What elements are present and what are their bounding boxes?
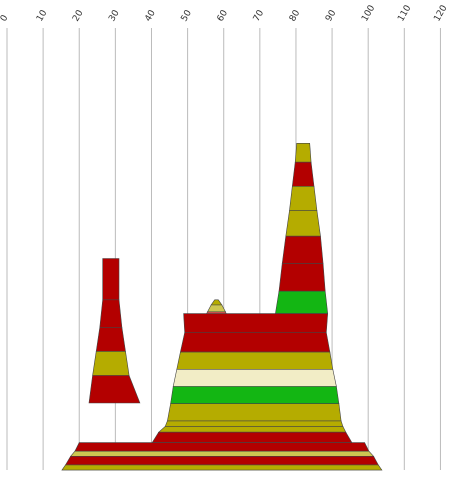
band-spike_left-red bbox=[99, 299, 123, 328]
band-mid-olive bbox=[157, 426, 347, 433]
x-tick-label: 10 bbox=[35, 8, 50, 23]
band-peak_tall-olive bbox=[289, 186, 318, 211]
x-tick-label: 100 bbox=[360, 3, 377, 23]
x-tick-label: 40 bbox=[143, 8, 158, 23]
x-tick-label: 30 bbox=[107, 8, 122, 23]
x-tick-labels: 0 10 20 30 40 50 60 70 80 90 100 110 120 bbox=[0, 3, 450, 23]
band-base-red bbox=[64, 455, 379, 466]
band-base-khaki bbox=[69, 450, 375, 457]
x-tick-label: 70 bbox=[252, 8, 267, 23]
x-tick-label: 110 bbox=[396, 3, 413, 23]
band-mid-red bbox=[183, 313, 329, 333]
band-peak_tall-olive bbox=[285, 210, 321, 237]
band-mid-olive bbox=[167, 403, 342, 422]
band-spike_left-red bbox=[95, 326, 126, 352]
band-peak_tall-olive bbox=[294, 143, 312, 163]
band-spike_left-olive bbox=[92, 351, 130, 376]
band-mid-red bbox=[180, 332, 331, 353]
band-mid-olive bbox=[176, 351, 334, 370]
band-mid-cream bbox=[172, 368, 337, 387]
band-base-red bbox=[74, 442, 370, 452]
band-spike_left-red bbox=[88, 375, 141, 404]
band-peak_tall-red bbox=[278, 263, 326, 292]
band-peak_tall-green bbox=[275, 290, 329, 314]
x-tick-label: 90 bbox=[324, 8, 339, 23]
band-spike_left-red bbox=[102, 258, 120, 301]
x-tick-label: 0 bbox=[0, 13, 11, 23]
x-tick-label: 20 bbox=[71, 8, 86, 23]
band-peak_tall-red bbox=[291, 161, 315, 187]
band-mid-green bbox=[170, 386, 340, 405]
x-tick-label: 60 bbox=[216, 8, 231, 23]
band-peak_small-olive bbox=[210, 299, 223, 306]
band-mid-red bbox=[151, 431, 353, 443]
x-tick-label: 120 bbox=[432, 3, 449, 23]
x-tick-label: 80 bbox=[288, 8, 303, 23]
band-mid-olive bbox=[164, 420, 344, 427]
stacked-bands bbox=[61, 143, 383, 471]
band-peak_tall-red bbox=[281, 235, 324, 265]
band-base-olive bbox=[61, 464, 383, 471]
x-tick-label: 50 bbox=[180, 8, 195, 23]
band-peak_small-khaki bbox=[207, 304, 226, 313]
